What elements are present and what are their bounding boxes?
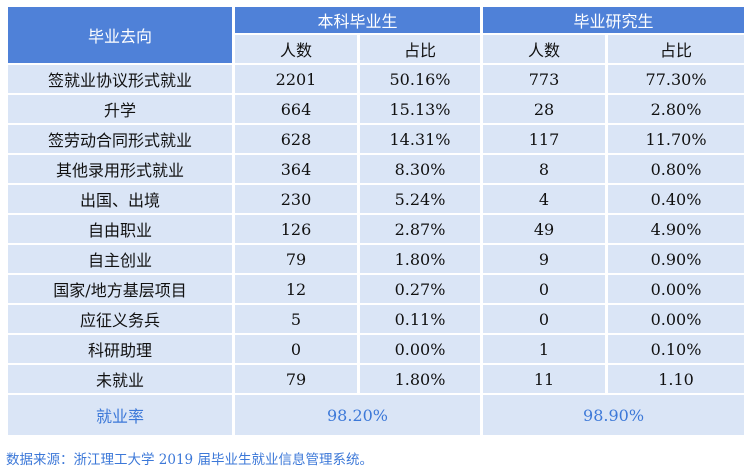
table-row: 科研助理 0 0.00% 1 0.10% bbox=[8, 335, 745, 363]
table-row: 应征义务兵 5 0.11% 0 0.00% bbox=[8, 305, 745, 333]
table-row: 未就业 79 1.80% 11 1.10 bbox=[8, 365, 745, 393]
employment-rate-row: 就业率 98.20% 98.90% bbox=[8, 395, 745, 435]
g-count-cell: 11 bbox=[483, 365, 606, 393]
ug-ratio-cell: 15.13% bbox=[360, 95, 481, 123]
g-count-cell: 773 bbox=[483, 65, 606, 93]
ug-ratio-cell: 14.31% bbox=[360, 125, 481, 153]
row-category: 自主创业 bbox=[8, 245, 232, 273]
ug-ratio-cell: 1.80% bbox=[360, 365, 481, 393]
ug-count-cell: 230 bbox=[235, 185, 357, 213]
row-category: 自由职业 bbox=[8, 215, 232, 243]
ug-count-cell: 5 bbox=[235, 305, 357, 333]
ug-ratio-cell: 0.00% bbox=[360, 335, 481, 363]
data-source-note: 数据来源：浙江理工大学 2019 届毕业生就业信息管理系统。 bbox=[6, 452, 373, 468]
row-category: 升学 bbox=[8, 95, 232, 123]
ug-ratio-cell: 50.16% bbox=[360, 65, 481, 93]
row-category: 签劳动合同形式就业 bbox=[8, 125, 232, 153]
table-row: 签劳动合同形式就业 628 14.31% 117 11.70% bbox=[8, 125, 745, 153]
ug-count-cell: 79 bbox=[235, 365, 357, 393]
employment-rate-label: 就业率 bbox=[8, 395, 232, 435]
subheader-ug-count: 人数 bbox=[235, 35, 357, 63]
g-ratio-cell: 0.00% bbox=[608, 305, 745, 333]
employment-table: 毕业去向 本科毕业生 毕业研究生 人数 占比 人数 占比 签就业协议形式就业 2… bbox=[5, 5, 747, 437]
g-ratio-cell: 11.70% bbox=[608, 125, 745, 153]
g-ratio-cell: 77.30% bbox=[608, 65, 745, 93]
row-category: 签就业协议形式就业 bbox=[8, 65, 232, 93]
subheader-g-ratio: 占比 bbox=[608, 35, 745, 63]
header-destination: 毕业去向 bbox=[8, 7, 232, 63]
g-count-cell: 0 bbox=[483, 275, 606, 303]
table-row: 国家/地方基层项目 12 0.27% 0 0.00% bbox=[8, 275, 745, 303]
table-row: 自由职业 126 2.87% 49 4.90% bbox=[8, 215, 745, 243]
row-category: 未就业 bbox=[8, 365, 232, 393]
g-count-cell: 9 bbox=[483, 245, 606, 273]
g-ratio-cell: 4.90% bbox=[608, 215, 745, 243]
row-category: 应征义务兵 bbox=[8, 305, 232, 333]
g-ratio-cell: 0.90% bbox=[608, 245, 745, 273]
g-ratio-cell: 0.00% bbox=[608, 275, 745, 303]
ug-count-cell: 79 bbox=[235, 245, 357, 273]
table-row: 出国、出境 230 5.24% 4 0.40% bbox=[8, 185, 745, 213]
g-count-cell: 28 bbox=[483, 95, 606, 123]
ug-ratio-cell: 2.87% bbox=[360, 215, 481, 243]
ug-count-cell: 126 bbox=[235, 215, 357, 243]
g-ratio-cell: 0.40% bbox=[608, 185, 745, 213]
g-count-cell: 4 bbox=[483, 185, 606, 213]
ug-ratio-cell: 8.30% bbox=[360, 155, 481, 183]
table-row: 签就业协议形式就业 2201 50.16% 773 77.30% bbox=[8, 65, 745, 93]
row-category: 科研助理 bbox=[8, 335, 232, 363]
header-graduate: 毕业研究生 bbox=[483, 7, 745, 33]
ug-count-cell: 2201 bbox=[235, 65, 357, 93]
undergrad-employment-rate: 98.20% bbox=[235, 395, 481, 435]
g-count-cell: 0 bbox=[483, 305, 606, 333]
g-ratio-cell: 0.10% bbox=[608, 335, 745, 363]
table-row: 升学 664 15.13% 28 2.80% bbox=[8, 95, 745, 123]
g-count-cell: 117 bbox=[483, 125, 606, 153]
table-row: 其他录用形式就业 364 8.30% 8 0.80% bbox=[8, 155, 745, 183]
ug-count-cell: 0 bbox=[235, 335, 357, 363]
ug-ratio-cell: 1.80% bbox=[360, 245, 481, 273]
row-category: 其他录用形式就业 bbox=[8, 155, 232, 183]
ug-count-cell: 664 bbox=[235, 95, 357, 123]
g-count-cell: 49 bbox=[483, 215, 606, 243]
ug-count-cell: 628 bbox=[235, 125, 357, 153]
ug-ratio-cell: 0.27% bbox=[360, 275, 481, 303]
subheader-g-count: 人数 bbox=[483, 35, 606, 63]
subheader-ug-ratio: 占比 bbox=[360, 35, 481, 63]
g-count-cell: 1 bbox=[483, 335, 606, 363]
g-ratio-cell: 1.10 bbox=[608, 365, 745, 393]
ug-ratio-cell: 0.11% bbox=[360, 305, 481, 333]
g-ratio-cell: 0.80% bbox=[608, 155, 745, 183]
row-category: 国家/地方基层项目 bbox=[8, 275, 232, 303]
ug-ratio-cell: 5.24% bbox=[360, 185, 481, 213]
g-ratio-cell: 2.80% bbox=[608, 95, 745, 123]
ug-count-cell: 12 bbox=[235, 275, 357, 303]
header-undergraduate: 本科毕业生 bbox=[235, 7, 481, 33]
ug-count-cell: 364 bbox=[235, 155, 357, 183]
row-category: 出国、出境 bbox=[8, 185, 232, 213]
table-row: 自主创业 79 1.80% 9 0.90% bbox=[8, 245, 745, 273]
graduate-employment-rate: 98.90% bbox=[483, 395, 745, 435]
g-count-cell: 8 bbox=[483, 155, 606, 183]
